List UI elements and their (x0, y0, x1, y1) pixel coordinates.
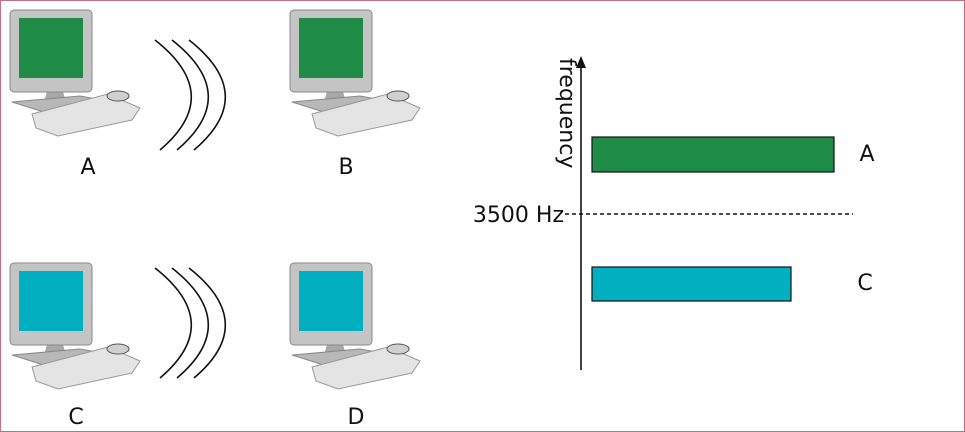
threshold-label: 3500 Hz (473, 203, 564, 228)
axis-label: frequency (554, 58, 579, 168)
computer-label: B (338, 155, 353, 180)
mouse (387, 344, 409, 354)
frequency-band (592, 267, 791, 301)
mouse (387, 91, 409, 101)
screen (19, 18, 83, 78)
band-label: A (859, 142, 874, 167)
screen (299, 271, 363, 331)
diagram: frequency 3500 Hz A B C D A C (0, 0, 965, 432)
screen (19, 271, 83, 331)
frequency-band (592, 137, 834, 172)
computer-label: D (348, 405, 365, 430)
screen (299, 18, 363, 78)
computer-label: A (80, 155, 95, 180)
mouse (107, 344, 129, 354)
mouse (107, 91, 129, 101)
band-label: C (857, 271, 872, 296)
computer-label: C (68, 405, 83, 430)
